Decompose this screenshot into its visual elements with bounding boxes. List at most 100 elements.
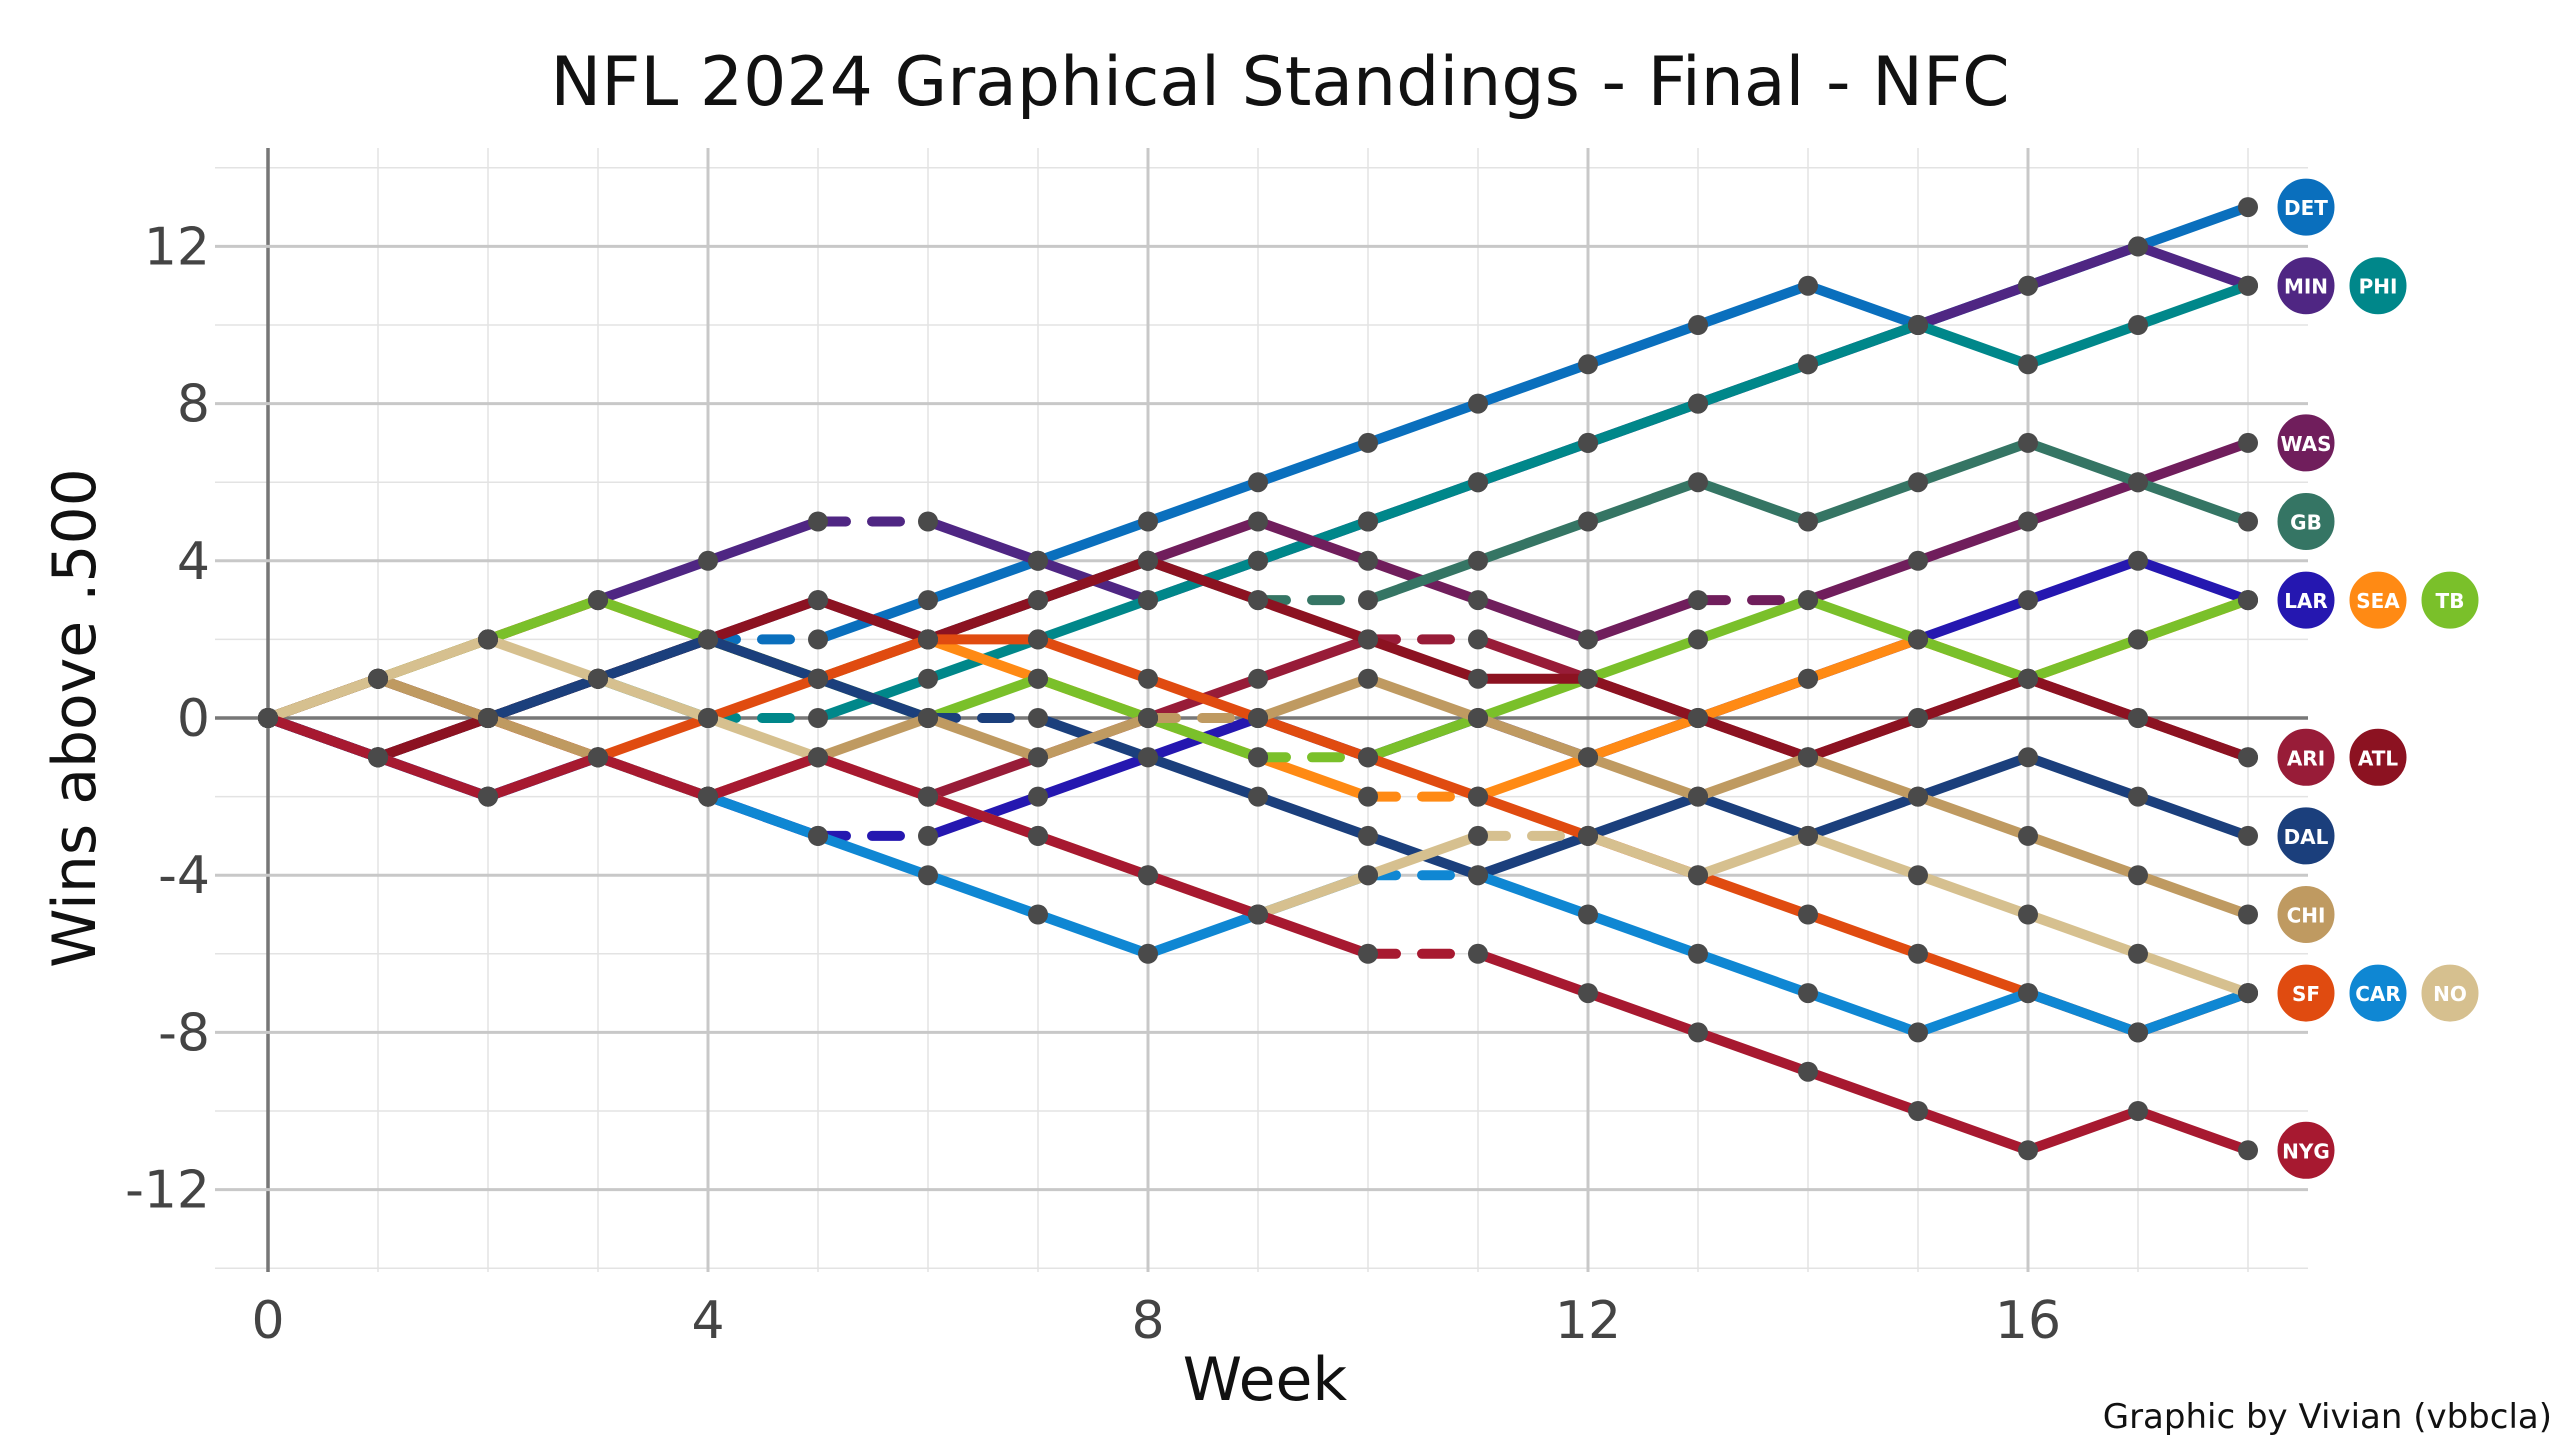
series-segment	[2023, 909, 2143, 959]
series-segment	[923, 673, 1043, 723]
data-point	[1908, 865, 1928, 886]
series-segment	[1913, 988, 2033, 1038]
data-point	[1688, 786, 1708, 807]
data-point	[1358, 747, 1378, 768]
data-point	[2018, 1140, 2038, 1161]
logo-badge	[2274, 568, 2338, 632]
data-point	[1798, 354, 1818, 375]
series-segment	[1033, 516, 1153, 566]
series-segment	[1033, 595, 1153, 645]
series-segment	[1473, 359, 1593, 409]
data-point	[1028, 590, 1048, 611]
logo-text: DET	[2284, 196, 2328, 220]
series-segment	[1913, 752, 2033, 802]
series-segment	[2133, 280, 2253, 330]
series-segment	[593, 555, 713, 606]
data-point	[478, 708, 498, 728]
data-point	[2018, 904, 2038, 925]
buccaneers-logo-icon: TB	[2418, 568, 2482, 632]
series-segment	[1033, 909, 1153, 959]
data-point	[1468, 708, 1488, 728]
data-point	[1688, 629, 1708, 650]
data-point	[1138, 865, 1158, 886]
series-segment	[1913, 1106, 2033, 1156]
logo-badge	[2274, 1118, 2338, 1182]
series-segment	[1693, 280, 1813, 330]
series-segment	[1913, 673, 2033, 723]
series-segment	[1913, 516, 2033, 566]
data-point	[1248, 747, 1268, 768]
data-point	[1578, 825, 1598, 846]
data-point	[1578, 354, 1598, 375]
series-segment	[923, 634, 1043, 684]
logo-text: ATL	[2358, 746, 2399, 770]
logo-text: DAL	[2284, 825, 2329, 849]
series-segment	[923, 555, 1043, 606]
data-point	[1578, 432, 1598, 453]
series-segment	[813, 673, 933, 723]
series-segment	[1913, 948, 2033, 999]
series-segment	[1913, 595, 2033, 645]
series-segment	[2133, 241, 2253, 291]
data-point	[1248, 472, 1268, 493]
series-segment	[1913, 634, 2033, 684]
data-point	[1028, 629, 1048, 650]
data-point	[1468, 393, 1488, 414]
logo-text: PHI	[2359, 275, 2398, 299]
data-point	[1688, 472, 1708, 493]
data-point	[1798, 904, 1818, 925]
seahawks-logo-icon: SEA	[2346, 568, 2410, 632]
y-tick-label: 0	[177, 689, 210, 749]
data-point	[1688, 315, 1708, 335]
logo-badge	[2418, 961, 2482, 1025]
vikings-logo-icon: MIN	[2274, 254, 2338, 318]
series-segment	[923, 516, 1043, 566]
series-segment	[1253, 713, 1373, 763]
x-tick-label: 16	[1995, 1291, 2061, 1351]
series-segment	[2023, 988, 2143, 1038]
series-segment	[813, 830, 933, 881]
series-segment	[1803, 555, 1923, 606]
data-point	[588, 590, 608, 611]
series-segment	[1693, 477, 1813, 527]
series-segment	[813, 634, 933, 684]
data-point	[918, 590, 938, 611]
logo-badge	[2274, 411, 2338, 475]
data-point	[918, 668, 938, 689]
data-point	[2128, 629, 2148, 650]
series-segment	[1363, 752, 1483, 802]
data-point	[1138, 550, 1158, 571]
series-segment	[923, 791, 1043, 841]
data-point	[1688, 1022, 1708, 1043]
logo-text: CAR	[2355, 982, 2401, 1006]
y-tick-label: 12	[144, 217, 210, 277]
series-segment	[1363, 634, 1483, 684]
logo-badge	[2346, 961, 2410, 1025]
series-segment	[1693, 713, 1813, 763]
data-point	[918, 629, 938, 650]
series-segment	[1913, 870, 2033, 920]
series-segment	[1583, 673, 1703, 723]
series-segment	[593, 634, 713, 684]
series-segment	[373, 634, 493, 684]
data-point	[2238, 1140, 2258, 1161]
series-segment	[1143, 752, 1263, 802]
data-point	[588, 747, 608, 768]
series-segment	[1693, 948, 1813, 999]
series-segment	[1583, 713, 1703, 763]
data-point	[1358, 825, 1378, 846]
tick-labels: 0 4 8 12 16 -12 -8 -4 0 4 8 12	[125, 217, 2061, 1351]
series-segment	[593, 752, 713, 802]
series-segment	[1363, 673, 1483, 723]
data-point	[1688, 590, 1708, 611]
series-segment	[1473, 713, 1593, 763]
series-segment	[703, 752, 823, 802]
series-segment	[2023, 477, 2143, 527]
series-segment	[2023, 634, 2143, 684]
data-point	[808, 668, 828, 689]
data-point	[1578, 983, 1598, 1004]
data-point	[698, 629, 718, 650]
series-segment	[483, 634, 603, 684]
y-tick-label: -8	[158, 1003, 210, 1063]
data-point	[918, 708, 938, 728]
